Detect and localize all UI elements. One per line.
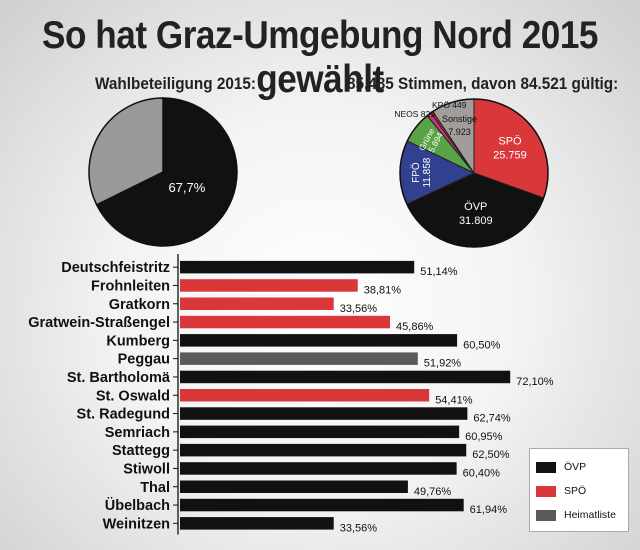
bar-value-st-radegund: 62,74% <box>473 413 511 425</box>
bar-label-semriach: Semriach <box>105 425 170 441</box>
bar-thal <box>180 480 408 493</box>
vote-label-sonstige-name: Sonstige <box>442 114 477 124</box>
bar-value-gratwein-strassengel: 45,86% <box>396 321 434 333</box>
vote-label-spoe-value: 25.759 <box>493 150 527 162</box>
bar-label-peggau: Peggau <box>118 352 170 368</box>
vote-label-fpoe-value: 11.858 <box>422 157 433 187</box>
bar-stiwoll <box>180 462 457 475</box>
legend-swatch-spoe <box>536 485 556 497</box>
bar-label-st-oswald: St. Oswald <box>96 388 170 404</box>
bar-value-st-bartholomae: 72,10% <box>516 376 554 388</box>
bar-value-frohnleiten: 38,81% <box>364 284 402 296</box>
vote-pie-outline <box>399 98 549 248</box>
bar-st-bartholomae <box>180 370 511 384</box>
bar-label-deutschfeistritz: Deutschfeistritz <box>61 260 170 276</box>
legend-label-spoe: SPÖ <box>564 485 587 497</box>
bar-value-semriach: 60,95% <box>465 431 503 443</box>
turnout-value-label: 67,7% <box>168 180 205 195</box>
vote-label-spoe-name: SPÖ <box>498 136 522 148</box>
bar-st-oswald <box>180 389 430 402</box>
legend-item-heimatliste: Heimatliste <box>536 507 616 523</box>
bar-value-weinitzen: 33,56% <box>340 522 378 534</box>
bar-value-gratkorn: 33,56% <box>340 303 378 315</box>
bar-gratkorn <box>180 297 334 310</box>
chart-title: So hat Graz-Umgebung Nord 2015 gewählt <box>41 14 598 101</box>
bar-label-stattegg: Stattegg <box>112 443 170 459</box>
bar-value-kumberg: 60,50% <box>463 339 501 351</box>
bar-peggau <box>180 352 418 365</box>
bar-label-st-radegund: St. Radegund <box>77 407 170 423</box>
bar-value-deutschfeistritz: 51,14% <box>420 266 458 278</box>
vote-label-kpoe: KPÖ 449 <box>432 100 467 110</box>
bar-deutschfeistritz <box>180 260 415 274</box>
legend-label-heimatliste: Heimatliste <box>564 509 616 521</box>
turnout-slice-voted <box>95 97 238 247</box>
votes-pie-title: 85.485 Stimmen, davon 84.521 gültig: <box>347 74 619 93</box>
legend-label-oevp: ÖVP <box>564 461 587 473</box>
turnout-slice-not-voted <box>88 97 164 206</box>
legend-swatch-heimatliste <box>536 509 556 521</box>
bar-label-gratwein-strassengel: Gratwein-Straßengel <box>28 315 170 331</box>
vote-label-fpoe-name: FPÖ <box>410 162 422 183</box>
vote-label-oevp-value: 31.809 <box>459 215 493 227</box>
bar-label-uebelbach: Übelbach <box>105 497 170 514</box>
bar-label-stiwoll: Stiwoll <box>123 461 170 477</box>
bar-stattegg <box>180 443 467 457</box>
bar-label-gratkorn: Gratkorn <box>109 297 170 313</box>
legend-item-oevp: ÖVP <box>536 459 586 475</box>
bar-value-thal: 49,76% <box>414 486 452 498</box>
bar-value-uebelbach: 61,94% <box>470 504 508 516</box>
legend-swatch-oevp <box>536 461 556 473</box>
bar-kumberg <box>180 334 458 347</box>
turnout-pie-title: Wahlbeteiligung 2015: <box>95 74 256 93</box>
bar-label-st-bartholomae: St. Bartholomä <box>67 370 171 386</box>
bar-st-radegund <box>180 407 468 420</box>
bar-semriach <box>180 425 460 439</box>
bar-label-weinitzen: Weinitzen <box>103 516 170 532</box>
bar-weinitzen <box>180 517 334 530</box>
bar-label-frohnleiten: Frohnleiten <box>91 278 170 294</box>
bar-label-kumberg: Kumberg <box>106 333 170 349</box>
bar-uebelbach <box>180 498 464 512</box>
bar-value-stattegg: 62,50% <box>472 449 510 461</box>
vote-label-neos: NEOS 829 <box>394 109 435 119</box>
bar-frohnleiten <box>180 279 358 292</box>
bar-value-stiwoll: 60,40% <box>463 467 501 479</box>
bar-gratwein-strassengel <box>180 315 391 329</box>
bar-value-peggau: 51,92% <box>424 358 462 370</box>
legend-item-spoe: SPÖ <box>536 483 586 499</box>
bar-value-st-oswald: 54,41% <box>435 394 473 406</box>
bar-label-thal: Thal <box>140 480 170 496</box>
vote-label-sonstige-value: 7.923 <box>448 127 471 137</box>
vote-label-oevp-name: ÖVP <box>464 201 487 213</box>
legend: ÖVP SPÖ Heimatliste <box>529 448 629 532</box>
